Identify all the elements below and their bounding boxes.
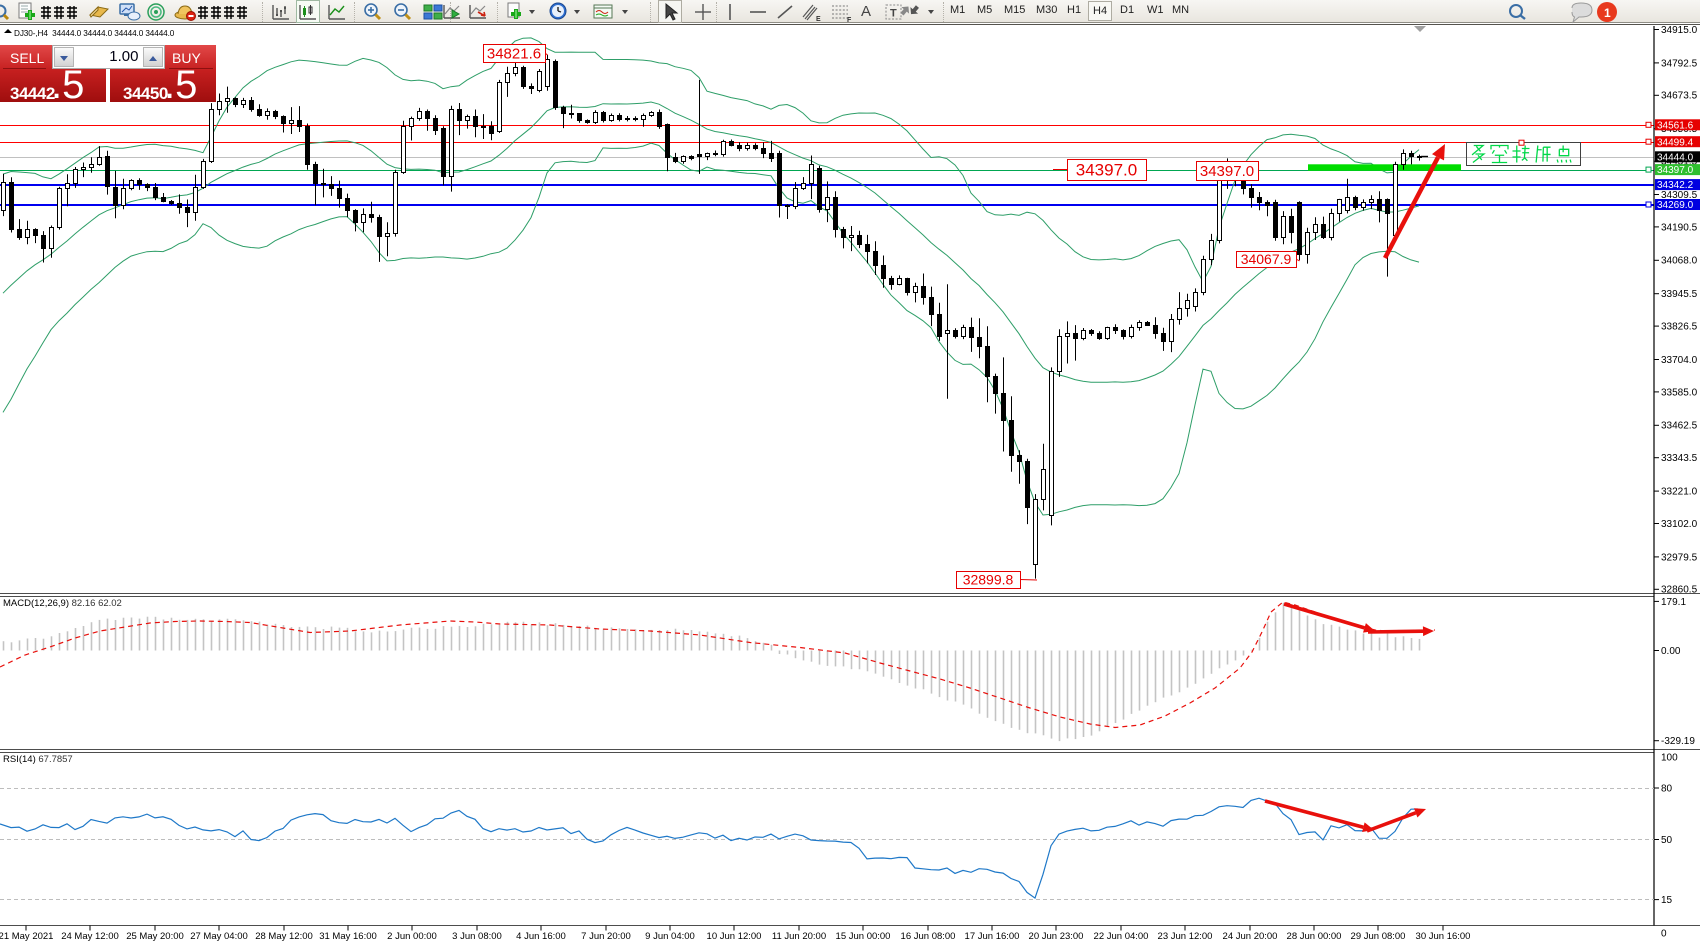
svg-text:34269.0: 34269.0 [1657, 200, 1694, 211]
svg-text:34561.6: 34561.6 [1657, 120, 1694, 131]
svg-text:17 Jun 16:00: 17 Jun 16:00 [965, 931, 1020, 942]
svg-text:0.00: 0.00 [1661, 646, 1681, 657]
svg-text:34821.6: 34821.6 [487, 45, 541, 62]
svg-text:22 Jun 04:00: 22 Jun 04:00 [1094, 931, 1149, 942]
svg-text:34190.5: 34190.5 [1661, 222, 1698, 233]
svg-text:28 Jun 00:00: 28 Jun 00:00 [1287, 931, 1342, 942]
svg-text:34397.0: 34397.0 [1200, 163, 1254, 180]
svg-text:-329.19: -329.19 [1661, 736, 1695, 747]
svg-text:34067.9: 34067.9 [1241, 251, 1292, 267]
svg-text:33102.0: 33102.0 [1661, 519, 1698, 530]
svg-text:100: 100 [1661, 752, 1678, 763]
svg-text:34068.0: 34068.0 [1661, 256, 1698, 267]
svg-text:34499.4: 34499.4 [1657, 137, 1694, 148]
svg-text:33462.5: 33462.5 [1661, 421, 1698, 432]
svg-text:29 Jun 08:00: 29 Jun 08:00 [1351, 931, 1406, 942]
svg-text:34444.0: 34444.0 [1657, 152, 1694, 163]
svg-text:28 May 12:00: 28 May 12:00 [255, 931, 313, 942]
svg-text:10 Jun 12:00: 10 Jun 12:00 [707, 931, 762, 942]
svg-text:33585.0: 33585.0 [1661, 387, 1698, 398]
svg-text:16 Jun 08:00: 16 Jun 08:00 [901, 931, 956, 942]
svg-text:E: E [816, 16, 821, 23]
svg-text:34792.5: 34792.5 [1661, 58, 1698, 69]
svg-text:T: T [890, 8, 897, 20]
svg-text:23 Jun 12:00: 23 Jun 12:00 [1158, 931, 1213, 942]
svg-text:33945.5: 33945.5 [1661, 289, 1698, 300]
svg-text:15: 15 [1661, 895, 1673, 906]
svg-text:20 Jun 23:00: 20 Jun 23:00 [1029, 931, 1084, 942]
svg-text:15 Jun 00:00: 15 Jun 00:00 [836, 931, 891, 942]
svg-text:F: F [847, 17, 852, 24]
svg-text:0: 0 [1661, 928, 1667, 939]
svg-text:RSI(14) 67.7857: RSI(14) 67.7857 [3, 754, 73, 765]
svg-text:MACD(12,26,9) 82.16 62.02: MACD(12,26,9) 82.16 62.02 [3, 598, 122, 609]
svg-text:11 Jun 20:00: 11 Jun 20:00 [772, 931, 826, 942]
svg-text:50: 50 [1661, 835, 1673, 846]
svg-text:33826.5: 33826.5 [1661, 322, 1698, 333]
svg-text:34915.0: 34915.0 [1661, 25, 1698, 36]
svg-text:34673.5: 34673.5 [1661, 91, 1698, 102]
svg-text:9 Jun 04:00: 9 Jun 04:00 [645, 931, 695, 942]
svg-text:25 May 20:00: 25 May 20:00 [126, 931, 184, 942]
svg-text:21 May 2021: 21 May 2021 [0, 931, 53, 942]
svg-text:32860.5: 32860.5 [1661, 585, 1698, 596]
svg-text:34309.5: 34309.5 [1661, 190, 1698, 201]
svg-text:2 Jun 00:00: 2 Jun 00:00 [387, 931, 437, 942]
svg-text:1: 1 [1604, 6, 1611, 20]
svg-text:32979.5: 32979.5 [1661, 552, 1698, 563]
svg-text:33221.0: 33221.0 [1661, 487, 1698, 498]
svg-text:34397.0: 34397.0 [1657, 165, 1694, 176]
svg-text:27 May 04:00: 27 May 04:00 [190, 931, 248, 942]
svg-text:33343.5: 33343.5 [1661, 453, 1698, 464]
svg-text:DJ30-,H4 34444.0 34444.0 3444: DJ30-,H4 34444.0 34444.0 34444.0 34444.0 [14, 29, 175, 38]
svg-text:24 May 12:00: 24 May 12:00 [61, 931, 119, 942]
svg-text:34397.0: 34397.0 [1076, 161, 1137, 180]
svg-text:30 Jun 16:00: 30 Jun 16:00 [1416, 931, 1471, 942]
svg-text:7 Jun 20:00: 7 Jun 20:00 [581, 931, 631, 942]
svg-text:31 May 16:00: 31 May 16:00 [319, 931, 377, 942]
svg-text:4 Jun 16:00: 4 Jun 16:00 [516, 931, 566, 942]
svg-text:179.1: 179.1 [1661, 597, 1686, 608]
svg-text:3 Jun 08:00: 3 Jun 08:00 [452, 931, 502, 942]
svg-text:32899.8: 32899.8 [963, 572, 1014, 588]
svg-text:33704.0: 33704.0 [1661, 355, 1698, 366]
svg-text:80: 80 [1661, 783, 1673, 794]
svg-text:34342.2: 34342.2 [1657, 180, 1694, 191]
svg-text:24 Jun 20:00: 24 Jun 20:00 [1223, 931, 1278, 942]
